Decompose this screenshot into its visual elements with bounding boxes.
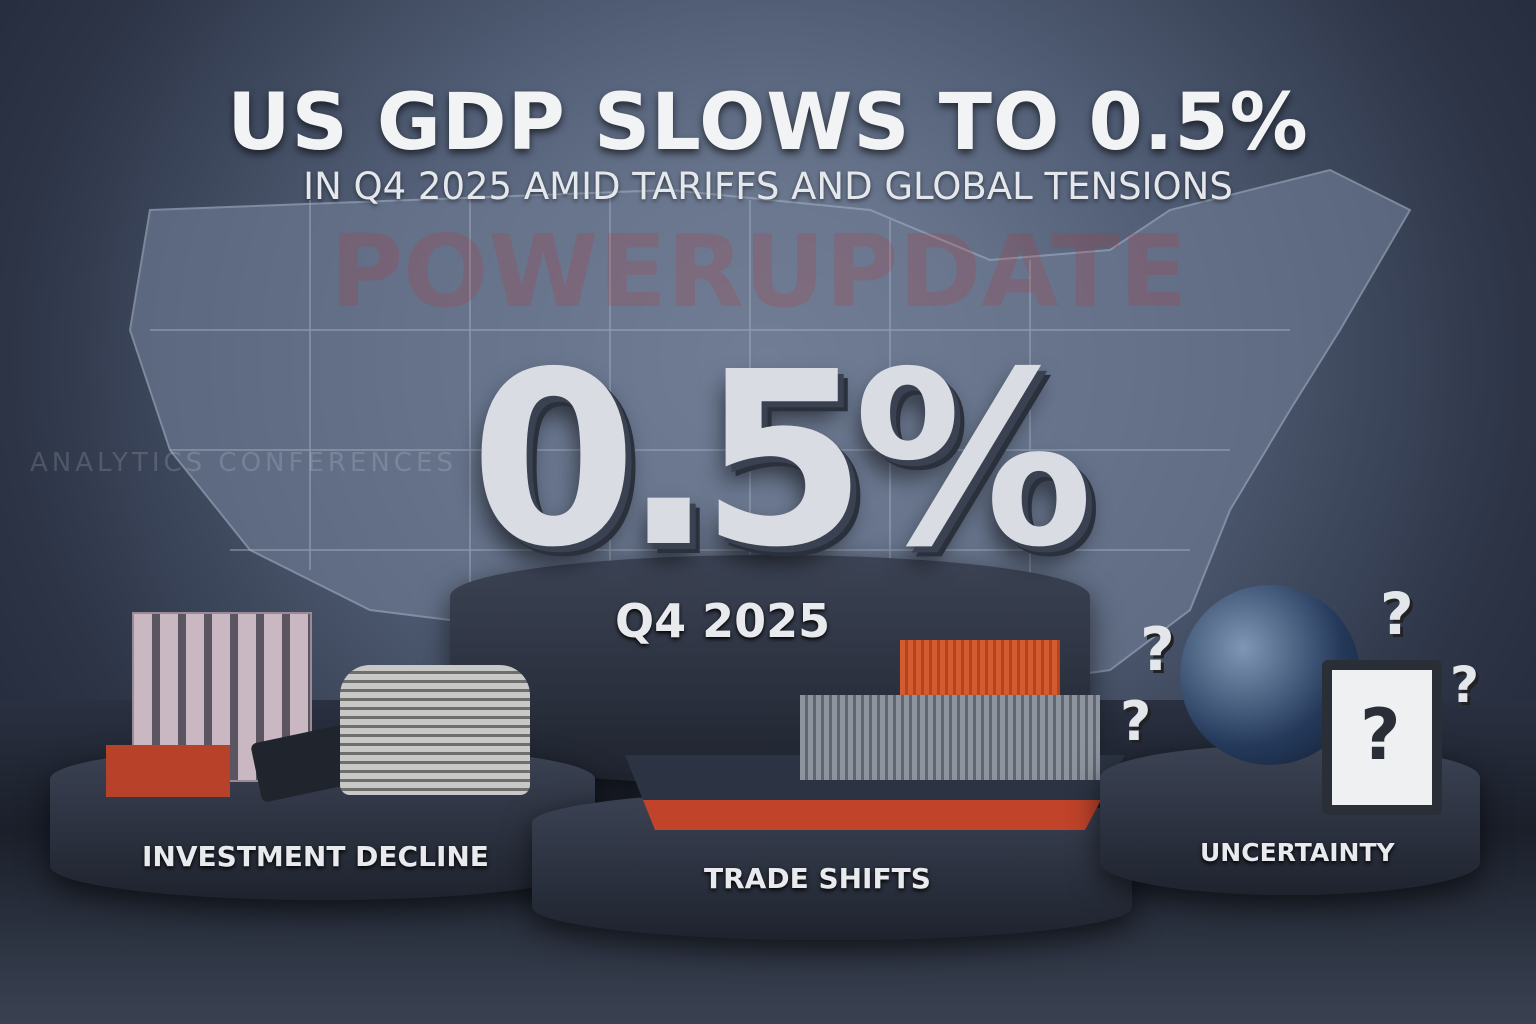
subheadline: IN Q4 2025 AMID TARIFFS AND GLOBAL TENSI… bbox=[303, 165, 1233, 208]
coin-stacks-icon bbox=[340, 665, 530, 795]
question-mark-icon: ? bbox=[1120, 690, 1152, 753]
watermark: POWERUPDATE bbox=[330, 213, 1188, 330]
clipboard-icon bbox=[1322, 660, 1442, 815]
gdp-figure: 0.5% bbox=[470, 320, 1094, 600]
pillar-label-investment: INVESTMENT DECLINE bbox=[142, 840, 489, 873]
shipping-container-grey bbox=[800, 695, 1100, 780]
period-label: Q4 2025 bbox=[615, 594, 831, 648]
pillar-label-trade: TRADE SHIFTS bbox=[704, 862, 931, 895]
headline: US GDP SLOWS TO 0.5% bbox=[227, 78, 1309, 168]
question-mark-icon: ? bbox=[1140, 615, 1175, 685]
question-mark-icon: ? bbox=[1450, 656, 1480, 714]
watermark-secondary: ANALYTICS CONFERENCES bbox=[30, 448, 457, 478]
question-mark-icon: ? bbox=[1380, 580, 1414, 648]
cargo-boxes-icon bbox=[106, 745, 230, 797]
us-map-background bbox=[128, 168, 1412, 692]
question-mark-icon: ? bbox=[1360, 694, 1401, 776]
pillar-label-uncertainty: UNCERTAINTY bbox=[1200, 838, 1395, 867]
